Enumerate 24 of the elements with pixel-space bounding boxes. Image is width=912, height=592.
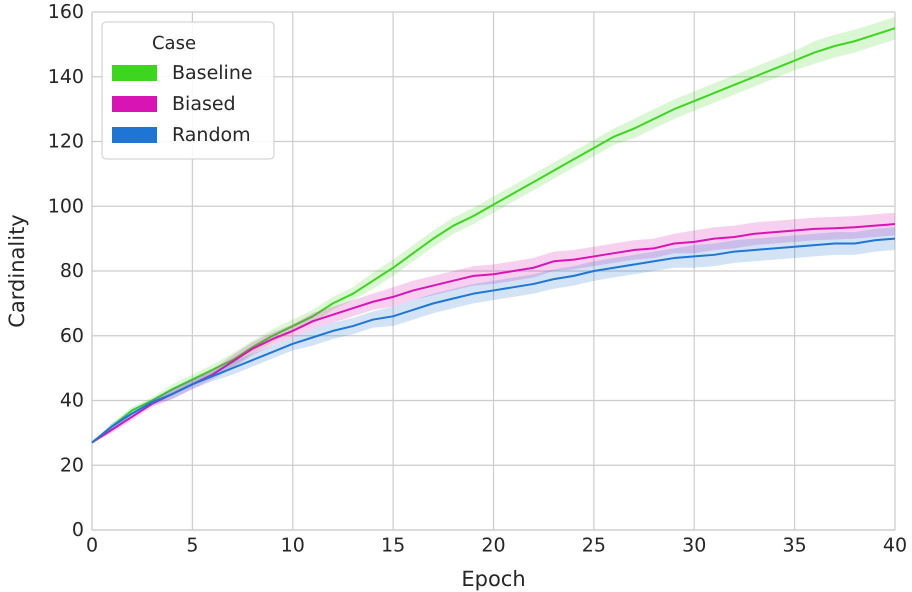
x-tick-label: 15 [381,534,406,556]
legend-label: Baseline [172,62,253,84]
y-tick-label: 100 [48,195,84,218]
x-tick-label: 0 [86,534,98,556]
x-tick-label: 40 [882,534,908,556]
y-tick-label: 80 [60,260,84,282]
y-tick-label: 120 [48,130,84,153]
y-tick-label: 0 [72,519,84,542]
x-tick-label: 35 [782,534,807,556]
y-tick-label: 160 [48,1,84,24]
y-tick-label: 20 [60,454,84,476]
legend-label: Biased [172,93,236,115]
y-tick-label: 40 [60,390,84,412]
legend-title: Case [152,33,196,54]
y-tick-label: 60 [60,324,84,347]
x-tick-label: 25 [582,534,606,556]
y-axis-title: Cardinality [5,214,29,328]
x-tick-label: 30 [682,534,706,556]
y-tick-label: 140 [48,66,84,88]
x-tick-label: 10 [280,534,305,556]
x-axis-title: Epoch [461,567,526,591]
legend-label: Random [172,124,251,146]
x-tick-label: 5 [186,534,198,556]
x-tick-label: 20 [481,534,506,556]
